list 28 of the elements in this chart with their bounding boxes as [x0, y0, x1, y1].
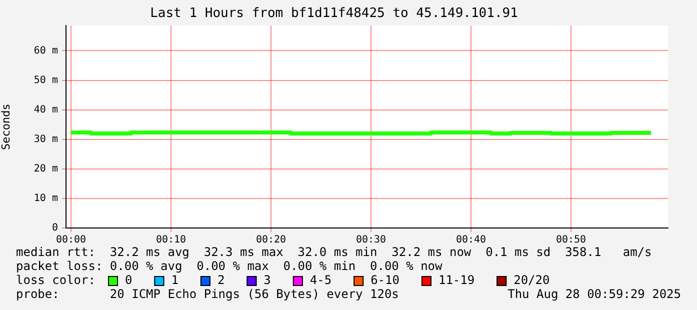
x-tick-label: 00:40 [456, 234, 486, 246]
legend-label: 11-19 [438, 273, 475, 288]
chart-title: Last 1 Hours from bf1d11f48425 to 45.149.101.91 [150, 6, 518, 22]
y-tick-label: 50 m [34, 74, 58, 86]
x-tick-label: 00:50 [556, 234, 586, 246]
legend-label: 3 [264, 273, 271, 288]
y-tick-label: 0 [52, 222, 58, 234]
legend-label: 2 [217, 273, 225, 288]
text: median rtt: 32.2 ms avg 32.3 ms max 32.0 ms min 32.2 ms now 0.1 ms sd 358.1 am/s [16, 245, 652, 260]
legend-label: 20/20 [514, 273, 550, 288]
legend-label: 0 [125, 273, 132, 288]
legend-label: 1 [171, 273, 178, 288]
x-tick-label: 00:10 [156, 234, 186, 246]
x-tick-label: 00:30 [356, 234, 386, 246]
y-tick-label: 30 m [34, 134, 58, 145]
y-tick-label: 40 m [34, 104, 58, 116]
y-tick-label: 20 m [34, 164, 58, 174]
legend-label: 6-10 [370, 273, 400, 288]
text: packet loss: 0.00 % avg 0.00 % max 0.00 % min 0.00 % now [16, 259, 444, 274]
text: Thu Aug 28 00:59:29 2025 [508, 287, 681, 302]
y-tick-label: 60 m [34, 45, 58, 56]
y-axis-title: Seconds [0, 104, 12, 150]
text: probe: 20 ICMP Echo Pings (56 Bytes) every 120s [16, 287, 399, 302]
x-tick-label: 00:00 [56, 234, 86, 246]
y-tick-label: 10 m [34, 193, 58, 204]
legend-title: loss color: [16, 273, 96, 288]
x-tick-label: 00:20 [256, 234, 286, 246]
legend-label: 4-5 [310, 273, 332, 288]
